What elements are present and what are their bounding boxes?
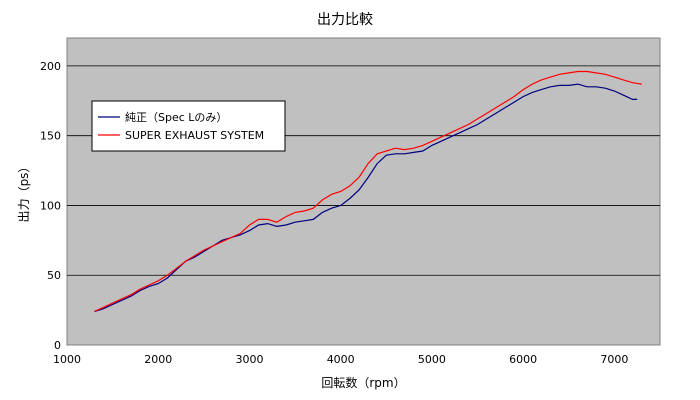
y-tick-label: 150	[40, 130, 61, 143]
y-tick-label: 100	[40, 199, 61, 212]
y-axis-title: 出力（ps）	[17, 161, 31, 223]
tick-labels: 0 50 100 150 200 1000 2000 3000 4000 5000 6000 7000	[40, 60, 628, 366]
legend-label-series-1: 純正（Spec Lのみ）	[125, 111, 227, 124]
x-tick-label: 4000	[327, 353, 355, 366]
chart-title: 出力比較	[317, 12, 373, 28]
x-tick-label: 1000	[53, 353, 81, 366]
series-layer	[94, 70, 642, 313]
plot-area	[66, 37, 661, 346]
y-tick-label: 0	[54, 339, 61, 352]
y-tick-label: 50	[47, 269, 61, 282]
x-tick-label: 7000	[600, 353, 628, 366]
x-tick-label: 3000	[235, 353, 263, 366]
y-tick-label: 200	[40, 60, 61, 73]
legend: 純正（Spec Lのみ） SUPER EXHAUST SYSTEM	[91, 100, 286, 152]
x-tick-label: 2000	[144, 353, 172, 366]
x-axis-title: 回転数（rpm）	[321, 375, 405, 390]
x-tick-label: 6000	[509, 353, 537, 366]
legend-label-series-2: SUPER EXHAUST SYSTEM	[125, 129, 264, 142]
series-line-2	[94, 70, 642, 313]
x-tick-label: 5000	[418, 353, 446, 366]
legend-box	[91, 100, 286, 152]
